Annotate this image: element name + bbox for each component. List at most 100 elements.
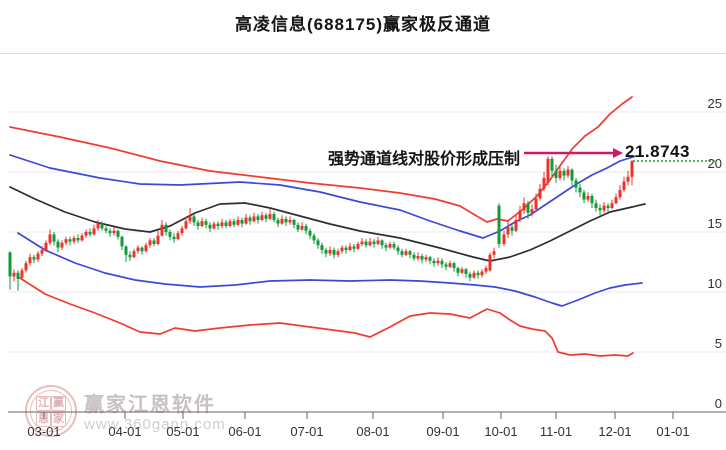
candle-body xyxy=(268,214,272,219)
candle-body xyxy=(610,203,614,208)
winner-gann-logo-icon: 江赢恩家 xyxy=(25,385,77,437)
candle-body xyxy=(546,158,550,183)
candle-body xyxy=(188,216,192,222)
candle-body xyxy=(570,169,574,181)
candle-body xyxy=(132,251,136,258)
candle-body xyxy=(212,223,216,229)
annotation-layer xyxy=(524,148,716,162)
candle-body xyxy=(514,220,518,231)
candle-body xyxy=(396,247,400,252)
candle-body xyxy=(476,272,480,276)
candle-body xyxy=(312,235,316,241)
watermark-brand-text: 赢家江恩软件 xyxy=(84,394,216,416)
candle-body xyxy=(28,257,32,264)
candle-body xyxy=(72,238,76,242)
candle-body xyxy=(538,188,542,199)
x-axis-label: 06-01 xyxy=(228,424,261,439)
candle-body xyxy=(184,221,188,229)
candle-body xyxy=(276,220,280,224)
candle-body xyxy=(172,236,176,240)
candle-body xyxy=(12,272,16,277)
candle-body xyxy=(260,215,264,220)
candle-body xyxy=(542,178,546,189)
candle-body xyxy=(88,232,92,235)
candle-body xyxy=(248,217,252,222)
candle-body xyxy=(472,272,476,278)
candle-body xyxy=(618,190,622,198)
candle-body xyxy=(460,269,464,273)
candle-body xyxy=(280,218,284,224)
candle-body xyxy=(606,205,610,208)
candle-body xyxy=(602,205,606,211)
candle-body xyxy=(412,254,416,259)
candle-body xyxy=(562,170,566,176)
candle-body xyxy=(626,176,630,182)
candle-body xyxy=(252,216,256,222)
candle-body xyxy=(376,240,380,244)
candle-body xyxy=(44,242,48,250)
candle-body xyxy=(48,234,52,243)
x-axis-label: 09-01 xyxy=(426,424,459,439)
candle-body xyxy=(550,158,554,171)
y-axis-label: 10 xyxy=(708,276,722,291)
candle-body xyxy=(136,247,140,252)
candle-body xyxy=(344,247,348,250)
candle-body xyxy=(284,218,288,223)
x-axis-label: 11-01 xyxy=(540,424,572,439)
candle-body xyxy=(388,244,392,248)
x-axis-label: 10-01 xyxy=(484,424,517,439)
candle-body xyxy=(256,216,260,220)
candle-body xyxy=(340,247,344,252)
candle-body xyxy=(68,239,72,242)
candle-body xyxy=(416,256,420,259)
x-axis-label: 03-01 xyxy=(27,424,60,439)
candle-body xyxy=(384,245,388,248)
candle-body xyxy=(578,187,582,193)
outer-resistance-red-line xyxy=(9,96,633,223)
x-axis-label: 04-01 xyxy=(108,424,141,439)
candle-body xyxy=(36,253,40,260)
candle-body xyxy=(510,227,514,231)
candle-body xyxy=(20,270,24,278)
candle-body xyxy=(452,263,456,268)
candle-body xyxy=(128,254,132,258)
candle-body xyxy=(24,263,28,271)
candle-body xyxy=(148,240,152,246)
candle-body xyxy=(216,223,220,226)
logo-char: 赢 xyxy=(51,395,66,411)
candle-body xyxy=(440,260,444,265)
candle-body xyxy=(380,240,384,246)
candle-body xyxy=(530,209,534,213)
outer-support-red-line xyxy=(19,277,634,357)
x-axis-label: 07-01 xyxy=(290,424,323,439)
candle-body xyxy=(56,241,60,248)
candle-body xyxy=(360,241,364,244)
logo-char: 江 xyxy=(36,395,51,411)
candle-body xyxy=(84,232,88,236)
candle-body xyxy=(60,242,64,248)
candle-body xyxy=(8,252,12,277)
candle-body xyxy=(100,223,104,229)
candle-body xyxy=(432,260,436,264)
candle-body xyxy=(392,244,396,248)
candle-body xyxy=(368,241,372,246)
candle-body xyxy=(96,223,100,229)
candle-body xyxy=(156,235,160,244)
candle-body xyxy=(590,196,594,204)
axis-layer: 03-01 04-01 05-01 06-01 07-01 08-01 09-01 10-01… xyxy=(8,411,726,439)
page-title: 高凌信息(688175)赢家极反通道 xyxy=(234,15,492,34)
candle-body xyxy=(244,217,248,224)
candle-body xyxy=(332,250,336,255)
candle-body xyxy=(16,272,20,279)
candle-body xyxy=(112,230,116,234)
title-divider xyxy=(0,53,726,54)
candle-body xyxy=(300,226,304,230)
candle-body xyxy=(296,224,300,230)
candle-body xyxy=(488,254,492,271)
candle-body xyxy=(566,169,570,176)
candle-body xyxy=(518,210,522,220)
candle-body xyxy=(204,221,208,225)
candle-body xyxy=(232,221,236,225)
candle-body xyxy=(444,264,448,267)
